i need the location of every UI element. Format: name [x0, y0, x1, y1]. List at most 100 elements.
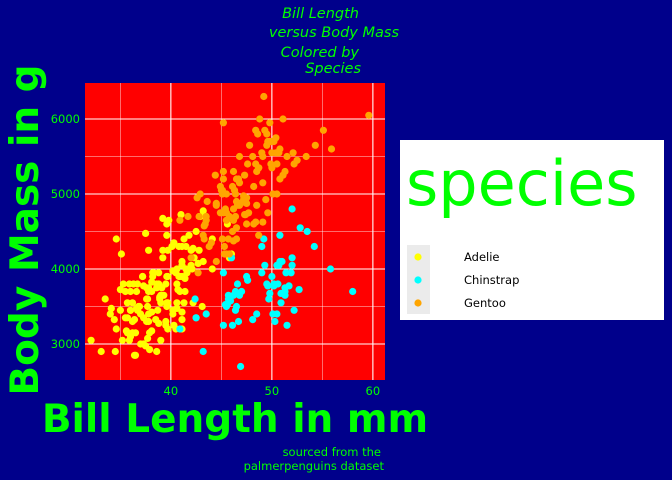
data-point	[137, 310, 145, 318]
data-point	[232, 175, 241, 183]
data-point	[244, 160, 252, 168]
data-point	[258, 269, 266, 277]
data-point	[117, 250, 125, 258]
data-point	[326, 265, 335, 273]
data-point	[231, 306, 240, 314]
data-point	[194, 269, 202, 277]
data-point	[178, 316, 186, 324]
data-point	[125, 336, 133, 344]
legend-box	[400, 140, 664, 320]
chart-subtitle-line-1: Colored by	[281, 45, 360, 61]
data-point	[235, 152, 244, 161]
data-point	[126, 306, 135, 314]
data-point	[202, 310, 210, 318]
data-point	[224, 291, 232, 299]
data-point	[303, 227, 311, 236]
data-point	[163, 231, 171, 239]
data-point	[159, 254, 167, 262]
data-point	[268, 272, 276, 281]
data-point	[219, 167, 227, 176]
data-point	[177, 211, 185, 219]
data-point	[259, 152, 267, 161]
data-point	[231, 190, 240, 198]
data-point	[250, 182, 258, 191]
data-point	[176, 325, 184, 333]
data-point	[222, 190, 230, 198]
y-tick-label: 4000	[51, 262, 80, 276]
data-point	[184, 212, 192, 221]
data-point	[162, 280, 170, 288]
data-point	[253, 310, 261, 318]
data-point	[252, 218, 260, 226]
data-point	[163, 220, 171, 228]
data-point	[288, 254, 296, 262]
data-point	[260, 235, 268, 243]
data-point	[235, 201, 244, 209]
data-point	[249, 152, 257, 161]
data-point	[228, 321, 237, 329]
data-point	[187, 254, 195, 262]
chart-subtitle-line-2: Species	[305, 61, 361, 77]
data-point	[349, 287, 357, 296]
data-point	[253, 201, 261, 209]
data-point	[228, 182, 237, 191]
data-point	[272, 134, 280, 142]
data-point	[195, 212, 203, 221]
data-point	[234, 317, 243, 326]
data-point	[289, 149, 297, 157]
data-point	[146, 346, 154, 354]
data-point	[152, 316, 160, 324]
data-point	[142, 229, 150, 237]
data-point	[159, 246, 167, 254]
data-point	[220, 250, 228, 258]
y-axis-title: Body Mass in g	[3, 64, 48, 395]
data-point	[116, 306, 124, 314]
data-point	[169, 310, 177, 318]
data-point	[195, 246, 203, 254]
data-point	[243, 220, 251, 228]
data-point	[263, 130, 271, 138]
data-point	[126, 287, 135, 296]
chart-title-line-1: Bill Length	[282, 6, 359, 22]
series-adelie	[87, 207, 236, 359]
data-point	[211, 171, 219, 179]
data-point	[140, 340, 148, 348]
data-point	[145, 284, 153, 292]
data-point	[279, 171, 287, 179]
data-point	[263, 141, 271, 149]
data-point	[188, 265, 196, 273]
data-point	[132, 304, 141, 312]
data-point	[259, 218, 267, 226]
data-point	[232, 224, 241, 232]
legend-key-chinstrap	[414, 276, 422, 284]
data-point	[144, 334, 152, 342]
data-point	[253, 167, 261, 176]
data-point	[149, 272, 157, 281]
data-point	[106, 310, 114, 318]
series-chinstrap	[176, 205, 357, 371]
data-point	[241, 171, 249, 179]
data-point	[148, 327, 156, 335]
data-point	[241, 211, 249, 219]
data-point	[199, 231, 207, 239]
data-point	[128, 329, 137, 337]
data-point	[266, 289, 274, 297]
data-point	[111, 347, 119, 356]
data-point	[191, 295, 199, 303]
caption-line-1: sourced from the	[283, 445, 381, 459]
data-point	[217, 186, 225, 194]
data-point	[129, 280, 138, 288]
data-point	[310, 242, 318, 251]
data-point	[295, 286, 303, 294]
data-point	[282, 269, 290, 277]
data-point	[170, 239, 178, 247]
y-axis-ticks: 3000 4000 5000 6000	[51, 112, 80, 351]
data-point	[212, 257, 220, 266]
legend-label-gentoo: Gentoo	[464, 296, 506, 310]
data-point	[203, 197, 211, 206]
data-point	[193, 194, 201, 202]
data-point	[173, 304, 181, 312]
data-point	[132, 287, 141, 296]
data-point	[148, 308, 156, 316]
